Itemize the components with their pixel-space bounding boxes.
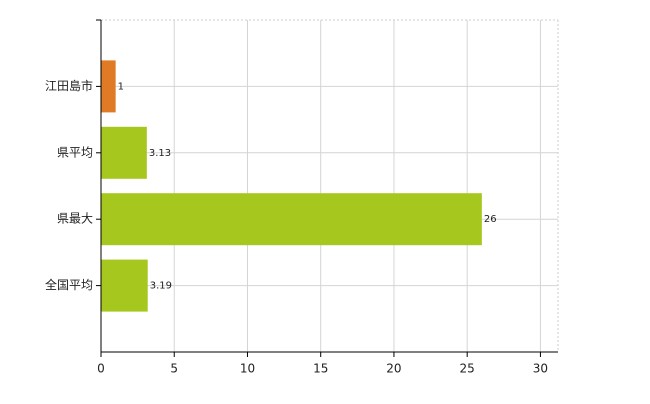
y-tick-label: 江田島市 xyxy=(45,78,93,93)
x-tick-label: 20 xyxy=(386,362,401,376)
x-tick-label: 0 xyxy=(97,362,105,376)
x-tick-label: 25 xyxy=(460,362,475,376)
value-label: 26 xyxy=(484,214,497,225)
y-tick-label: 県最大 xyxy=(57,212,93,226)
value-label: 3.13 xyxy=(149,148,171,159)
y-tick-label: 県平均 xyxy=(57,145,93,159)
x-tick-label: 10 xyxy=(240,362,255,376)
bar xyxy=(101,193,482,246)
y-tick-label: 全国平均 xyxy=(45,277,93,292)
value-label: 3.19 xyxy=(150,281,172,292)
bar xyxy=(101,259,148,312)
x-tick-label: 15 xyxy=(313,362,328,376)
x-tick-label: 30 xyxy=(533,362,548,376)
bar xyxy=(101,60,116,113)
x-tick-label: 5 xyxy=(170,362,178,376)
value-label: 1 xyxy=(118,81,124,92)
bar xyxy=(101,126,147,179)
